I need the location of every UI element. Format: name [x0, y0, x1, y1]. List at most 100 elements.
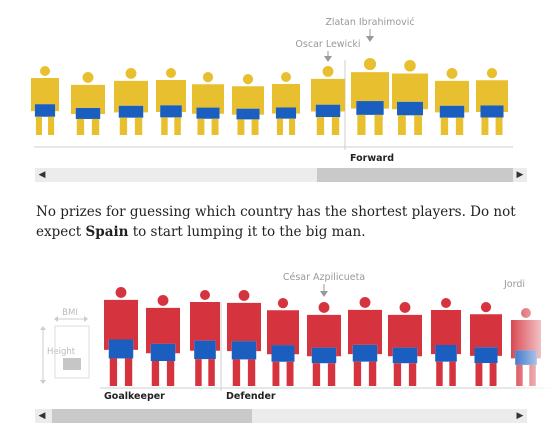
player-leg — [368, 361, 377, 386]
player-figure — [392, 60, 428, 135]
player-leg — [211, 118, 219, 135]
player-leg — [195, 359, 202, 386]
player-head — [318, 302, 330, 313]
player-figure — [71, 72, 105, 135]
position-label-goalkeeper: Goalkeeper — [104, 391, 165, 402]
player-shorts — [196, 107, 220, 119]
player-shorts — [231, 341, 257, 360]
annotation-cesar-azpilicueta: César Azpilicueta — [283, 272, 365, 283]
player-torso — [311, 78, 345, 112]
player-leg — [353, 361, 362, 386]
player-figure — [307, 302, 341, 386]
player-figure — [348, 297, 382, 386]
scroll-right-arrow-icon[interactable]: ▶ — [516, 170, 524, 180]
annotation-arrowhead-cesar — [320, 291, 328, 297]
player-leg — [124, 358, 133, 386]
player-shorts — [194, 340, 216, 360]
player-leg — [237, 119, 245, 135]
player-torso — [476, 80, 508, 113]
player-head — [157, 295, 169, 306]
scroll-left-arrow-icon[interactable]: ◀ — [38, 170, 46, 180]
legend-silhouette-shorts — [63, 358, 81, 370]
player-leg — [161, 117, 168, 135]
player-figure — [470, 302, 502, 386]
annotation-oscar-lewicki: Oscar Lewicki — [295, 39, 360, 50]
player-leg — [134, 117, 143, 135]
player-leg — [393, 363, 402, 386]
spain-players-figure: BMI Height César Azpilicueta Jordi Goalk… — [40, 272, 556, 402]
player-shorts — [311, 347, 337, 364]
player-torso — [267, 310, 299, 355]
player-shorts — [275, 107, 297, 119]
player-figure — [114, 68, 148, 135]
player-leg — [481, 117, 489, 135]
player-head — [399, 302, 411, 313]
horizontal-scrollbar[interactable]: ◀ ▶ — [35, 168, 527, 182]
player-shorts — [315, 104, 341, 118]
player-head — [238, 290, 250, 301]
paragraph-bold-spain: Spain — [85, 224, 129, 240]
scroll-right-arrow-icon[interactable]: ▶ — [516, 411, 524, 421]
scrollbar-thumb[interactable] — [317, 168, 513, 182]
player-head — [166, 68, 176, 78]
player-head — [200, 290, 210, 300]
horizontal-scrollbar[interactable]: ◀ ▶ — [35, 409, 527, 423]
size-legend: BMI Height — [40, 308, 90, 384]
annotation-arrowhead-oscar — [324, 56, 332, 62]
sweden-players-strip[interactable]: Zlatan Ibrahimović Oscar Lewicki Forward… — [0, 0, 556, 182]
player-torso — [431, 310, 461, 355]
player-shorts — [271, 345, 295, 362]
player-shorts — [439, 105, 465, 118]
player-leg — [208, 359, 215, 386]
player-leg — [251, 119, 259, 135]
player-head — [446, 68, 458, 79]
player-leg — [35, 116, 42, 135]
player-head — [480, 302, 492, 313]
player-head — [363, 58, 377, 71]
player-leg — [151, 361, 160, 386]
spain-players-strip[interactable]: BMI Height César Azpilicueta Jordi Goalk… — [0, 262, 556, 423]
legend-height-label: Height — [47, 347, 76, 357]
player-shorts — [108, 339, 134, 359]
player-torso — [435, 80, 469, 113]
player-torso — [192, 84, 224, 114]
player-shorts — [356, 101, 384, 115]
scroll-left-arrow-icon[interactable]: ◀ — [38, 411, 46, 421]
player-leg — [76, 118, 85, 135]
player-head — [277, 298, 289, 309]
player-torso — [156, 80, 186, 112]
player-leg — [455, 117, 464, 135]
player-torso — [272, 84, 300, 114]
legend-silhouette-outline — [54, 325, 90, 379]
player-shorts — [474, 347, 498, 364]
article-paragraph: No prizes for guessing which country has… — [36, 202, 516, 242]
player-shorts — [160, 105, 182, 118]
player-head — [242, 74, 254, 85]
player-figure — [227, 290, 261, 386]
player-head — [359, 297, 371, 308]
player-leg — [495, 117, 503, 135]
player-torso — [227, 302, 261, 352]
player-figure — [104, 287, 138, 386]
player-torso — [114, 80, 148, 113]
annotation-arrowhead-zlatan — [366, 36, 374, 42]
player-leg — [272, 361, 280, 386]
player-leg — [440, 117, 449, 135]
annotation-jordi: Jordi — [503, 279, 525, 290]
player-figure — [311, 66, 345, 135]
player-head — [115, 287, 127, 298]
player-head — [322, 66, 334, 77]
player-figure — [351, 58, 389, 135]
player-torso — [348, 309, 382, 355]
player-torso — [146, 307, 180, 354]
player-shorts — [150, 343, 176, 362]
player-head — [82, 72, 94, 83]
player-head — [404, 60, 416, 72]
player-leg — [91, 118, 100, 135]
player-leg — [289, 118, 296, 135]
player-figure — [190, 290, 220, 386]
player-torso — [71, 84, 105, 114]
player-leg — [109, 358, 118, 386]
annotation-zlatan-ibrahimovic: Zlatan Ibrahimović — [325, 17, 414, 28]
scrollbar-thumb[interactable] — [52, 409, 252, 423]
